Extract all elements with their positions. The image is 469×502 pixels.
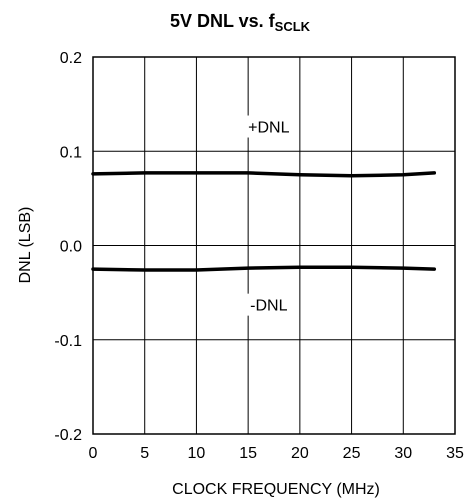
series-line-minus-dnl — [93, 267, 434, 270]
x-tick-label: 30 — [394, 445, 412, 462]
x-axis-label: CLOCK FREQUENCY (MHz) — [172, 481, 380, 498]
y-tick-label: -0.1 — [54, 333, 82, 350]
y-axis-label: DNL (LSB) — [17, 207, 34, 284]
x-tick-labels: 0 5 10 15 20 25 30 35 — [89, 445, 464, 462]
series-line-plus-dnl — [93, 173, 434, 176]
x-tick-label: 0 — [89, 445, 98, 462]
annotations: +DNL -DNL — [241, 116, 297, 316]
y-tick-label: 0.0 — [60, 239, 82, 256]
x-tick-label: 35 — [446, 445, 464, 462]
x-tick-label: 20 — [291, 445, 309, 462]
x-tick-label: 10 — [188, 445, 206, 462]
grid — [93, 57, 455, 434]
y-tick-label: 0.2 — [60, 50, 82, 67]
chart-title-main: 5V DNL vs. f — [170, 11, 276, 31]
annotation-label: +DNL — [248, 120, 289, 137]
y-tick-label: 0.1 — [60, 144, 82, 161]
x-tick-label: 15 — [239, 445, 257, 462]
x-tick-label: 5 — [140, 445, 149, 462]
chart-title-subscript: SCLK — [275, 19, 311, 34]
y-tick-label: -0.2 — [54, 427, 82, 444]
chart-title: 5V DNL vs. fSCLK — [170, 11, 311, 34]
y-tick-labels: -0.2 -0.1 0.0 0.1 0.2 — [54, 50, 82, 444]
x-tick-label: 25 — [343, 445, 361, 462]
annotation-label: -DNL — [250, 298, 287, 315]
series-layer — [93, 173, 434, 270]
